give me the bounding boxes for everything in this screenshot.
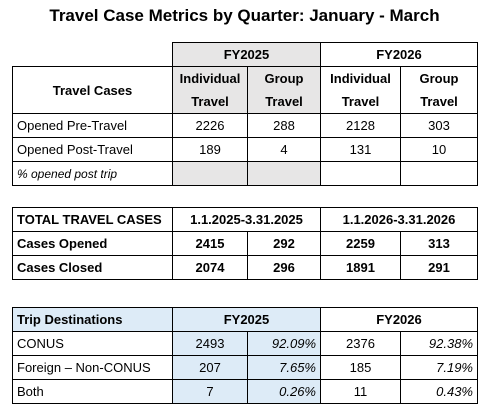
cell: 92.09% [247, 331, 321, 356]
cell: 0.26% [247, 379, 321, 404]
cell [320, 161, 401, 186]
cell: 4 [247, 137, 321, 162]
cell: 288 [247, 113, 321, 138]
destinations-table: Trip Destinations FY2025 FY2026 CONUS 24… [12, 307, 478, 404]
cell: 0.43% [400, 379, 478, 404]
cell [172, 161, 248, 186]
cell: 92.38% [400, 331, 478, 356]
cell: 292 [247, 231, 321, 256]
column-header: Individual Travel [320, 66, 401, 114]
travel-cases-table: FY2025 FY2026 Travel Cases Individual Tr… [12, 42, 478, 186]
header: 1.1.2025-3.31.2025 [172, 207, 321, 232]
row-label: Cases Closed [12, 255, 173, 280]
totals-table: TOTAL TRAVEL CASES 1.1.2025-3.31.2025 1.… [12, 207, 478, 280]
cell: 2376 [320, 331, 401, 356]
cell: 291 [400, 255, 478, 280]
cell: 207 [172, 355, 248, 380]
row-label: Opened Post-Travel [12, 137, 173, 162]
cell: 313 [400, 231, 478, 256]
row-label: % opened post trip [12, 161, 173, 186]
cell: 185 [320, 355, 401, 380]
cell: 131 [320, 137, 401, 162]
cell: 11 [320, 379, 401, 404]
row-label: Cases Opened [12, 231, 173, 256]
group-header: FY2025 [172, 42, 321, 67]
cell: 2128 [320, 113, 401, 138]
row-label: Foreign – Non-CONUS [12, 355, 173, 380]
cell [247, 161, 321, 186]
header: TOTAL TRAVEL CASES [12, 207, 173, 232]
header: Trip Destinations [12, 307, 173, 332]
corner-header: Travel Cases [12, 66, 173, 114]
header: FY2025 [172, 307, 321, 332]
title: Travel Case Metrics by Quarter: January … [49, 6, 440, 25]
row-label: CONUS [12, 331, 173, 356]
cell: 2493 [172, 331, 248, 356]
header: FY2026 [320, 307, 478, 332]
cell: 303 [400, 113, 478, 138]
cell: 7 [172, 379, 248, 404]
row-label: Opened Pre-Travel [12, 113, 173, 138]
cell: 7.19% [400, 355, 478, 380]
cell: 2415 [172, 231, 248, 256]
row-label: Both [12, 379, 173, 404]
column-header: Individual Travel [172, 66, 248, 114]
header: 1.1.2026-3.31.2026 [320, 207, 478, 232]
cell: 2259 [320, 231, 401, 256]
cell: 7.65% [247, 355, 321, 380]
cell: 189 [172, 137, 248, 162]
cell: 2074 [172, 255, 248, 280]
group-header: FY2026 [320, 42, 478, 67]
cell: 2226 [172, 113, 248, 138]
cell: 1891 [320, 255, 401, 280]
column-header: Group Travel [247, 66, 321, 114]
cell [400, 161, 478, 186]
cell: 296 [247, 255, 321, 280]
column-header: Group Travel [400, 66, 478, 114]
cell: 10 [400, 137, 478, 162]
